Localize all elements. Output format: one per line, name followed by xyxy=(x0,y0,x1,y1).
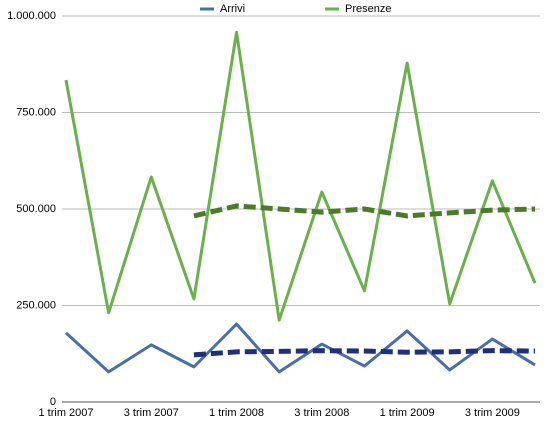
x-tick-label: 1 trim 2009 xyxy=(380,407,435,419)
x-tick-label: 1 trim 2008 xyxy=(209,407,264,419)
trend-line xyxy=(193,203,536,219)
series-line xyxy=(64,322,536,374)
y-tick-label: 500.000 xyxy=(16,203,56,215)
x-tick-label: 3 trim 2007 xyxy=(124,407,179,419)
trend-line xyxy=(193,348,536,358)
y-tick-label: 750.000 xyxy=(16,106,56,118)
legend-label: Presenze xyxy=(345,3,391,15)
legend-label: Arrivi xyxy=(220,3,245,15)
y-tick-label: 0 xyxy=(50,396,56,408)
x-tick-label: 3 trim 2009 xyxy=(465,407,520,419)
x-tick-label: 1 trim 2007 xyxy=(38,407,93,419)
x-tick-label: 3 trim 2008 xyxy=(294,407,349,419)
y-tick-label: 250.000 xyxy=(16,299,56,311)
series-line xyxy=(64,30,537,322)
y-tick-label: 1.000.000 xyxy=(7,10,56,22)
